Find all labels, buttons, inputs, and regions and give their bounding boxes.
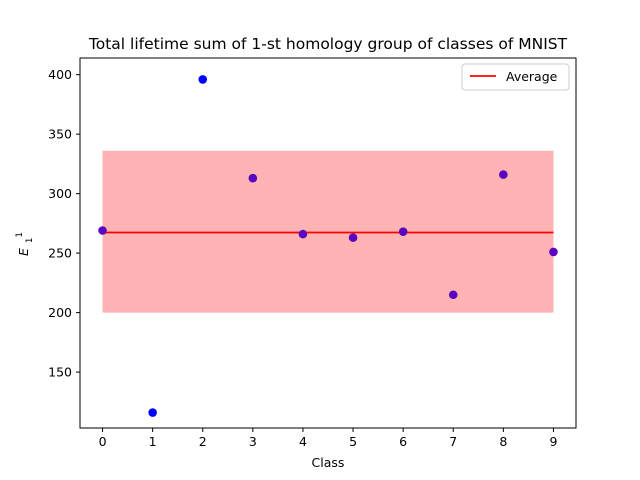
data-point [198,75,208,84]
x-tick-label: 6 [399,434,407,449]
y-axis-label: E 1 1 [13,232,36,256]
x-tick-label: 5 [349,434,357,449]
data-point [248,173,258,183]
data-point [499,170,508,179]
legend: Average [461,63,570,91]
svg-text:E 1 1: E 1 1 [13,232,36,256]
x-tick-label: 1 [149,434,157,449]
legend-average-label: Average [506,69,558,84]
y-axis-label-sup: 1 [15,232,25,237]
y-axis-label-sub: 1 [25,238,35,243]
data-point [148,408,157,417]
plot-area: 0 1 2 3 4 5 6 7 8 9 150 200 250 300 350 400 [48,57,577,449]
data-point [298,229,308,239]
x-tick-label: 9 [549,434,557,449]
data-point [549,247,558,257]
x-tick-label: 4 [299,434,307,449]
legend-box [461,63,570,91]
data-point [448,290,458,300]
y-tick-label: 250 [48,246,72,261]
x-tick-label: 8 [499,434,507,449]
y-tick-label: 150 [48,365,72,380]
x-tick-label: 7 [449,434,457,449]
x-tick-label: 3 [249,434,257,449]
y-axis-label-base: E [16,248,31,256]
data-point [398,227,408,236]
data-point [348,233,358,242]
y-tick-label: 200 [48,305,72,320]
y-tick-label: 300 [48,186,72,201]
x-tick-label: 0 [99,434,107,449]
y-tick-label: 350 [48,127,72,142]
chart-title: Total lifetime sum of 1-st homology grou… [88,35,568,53]
x-axis-label: Class [312,455,345,470]
data-point [98,226,107,235]
plot-frame [79,57,577,429]
y-tick-label: 400 [48,67,72,82]
x-tick-label: 2 [199,434,207,449]
